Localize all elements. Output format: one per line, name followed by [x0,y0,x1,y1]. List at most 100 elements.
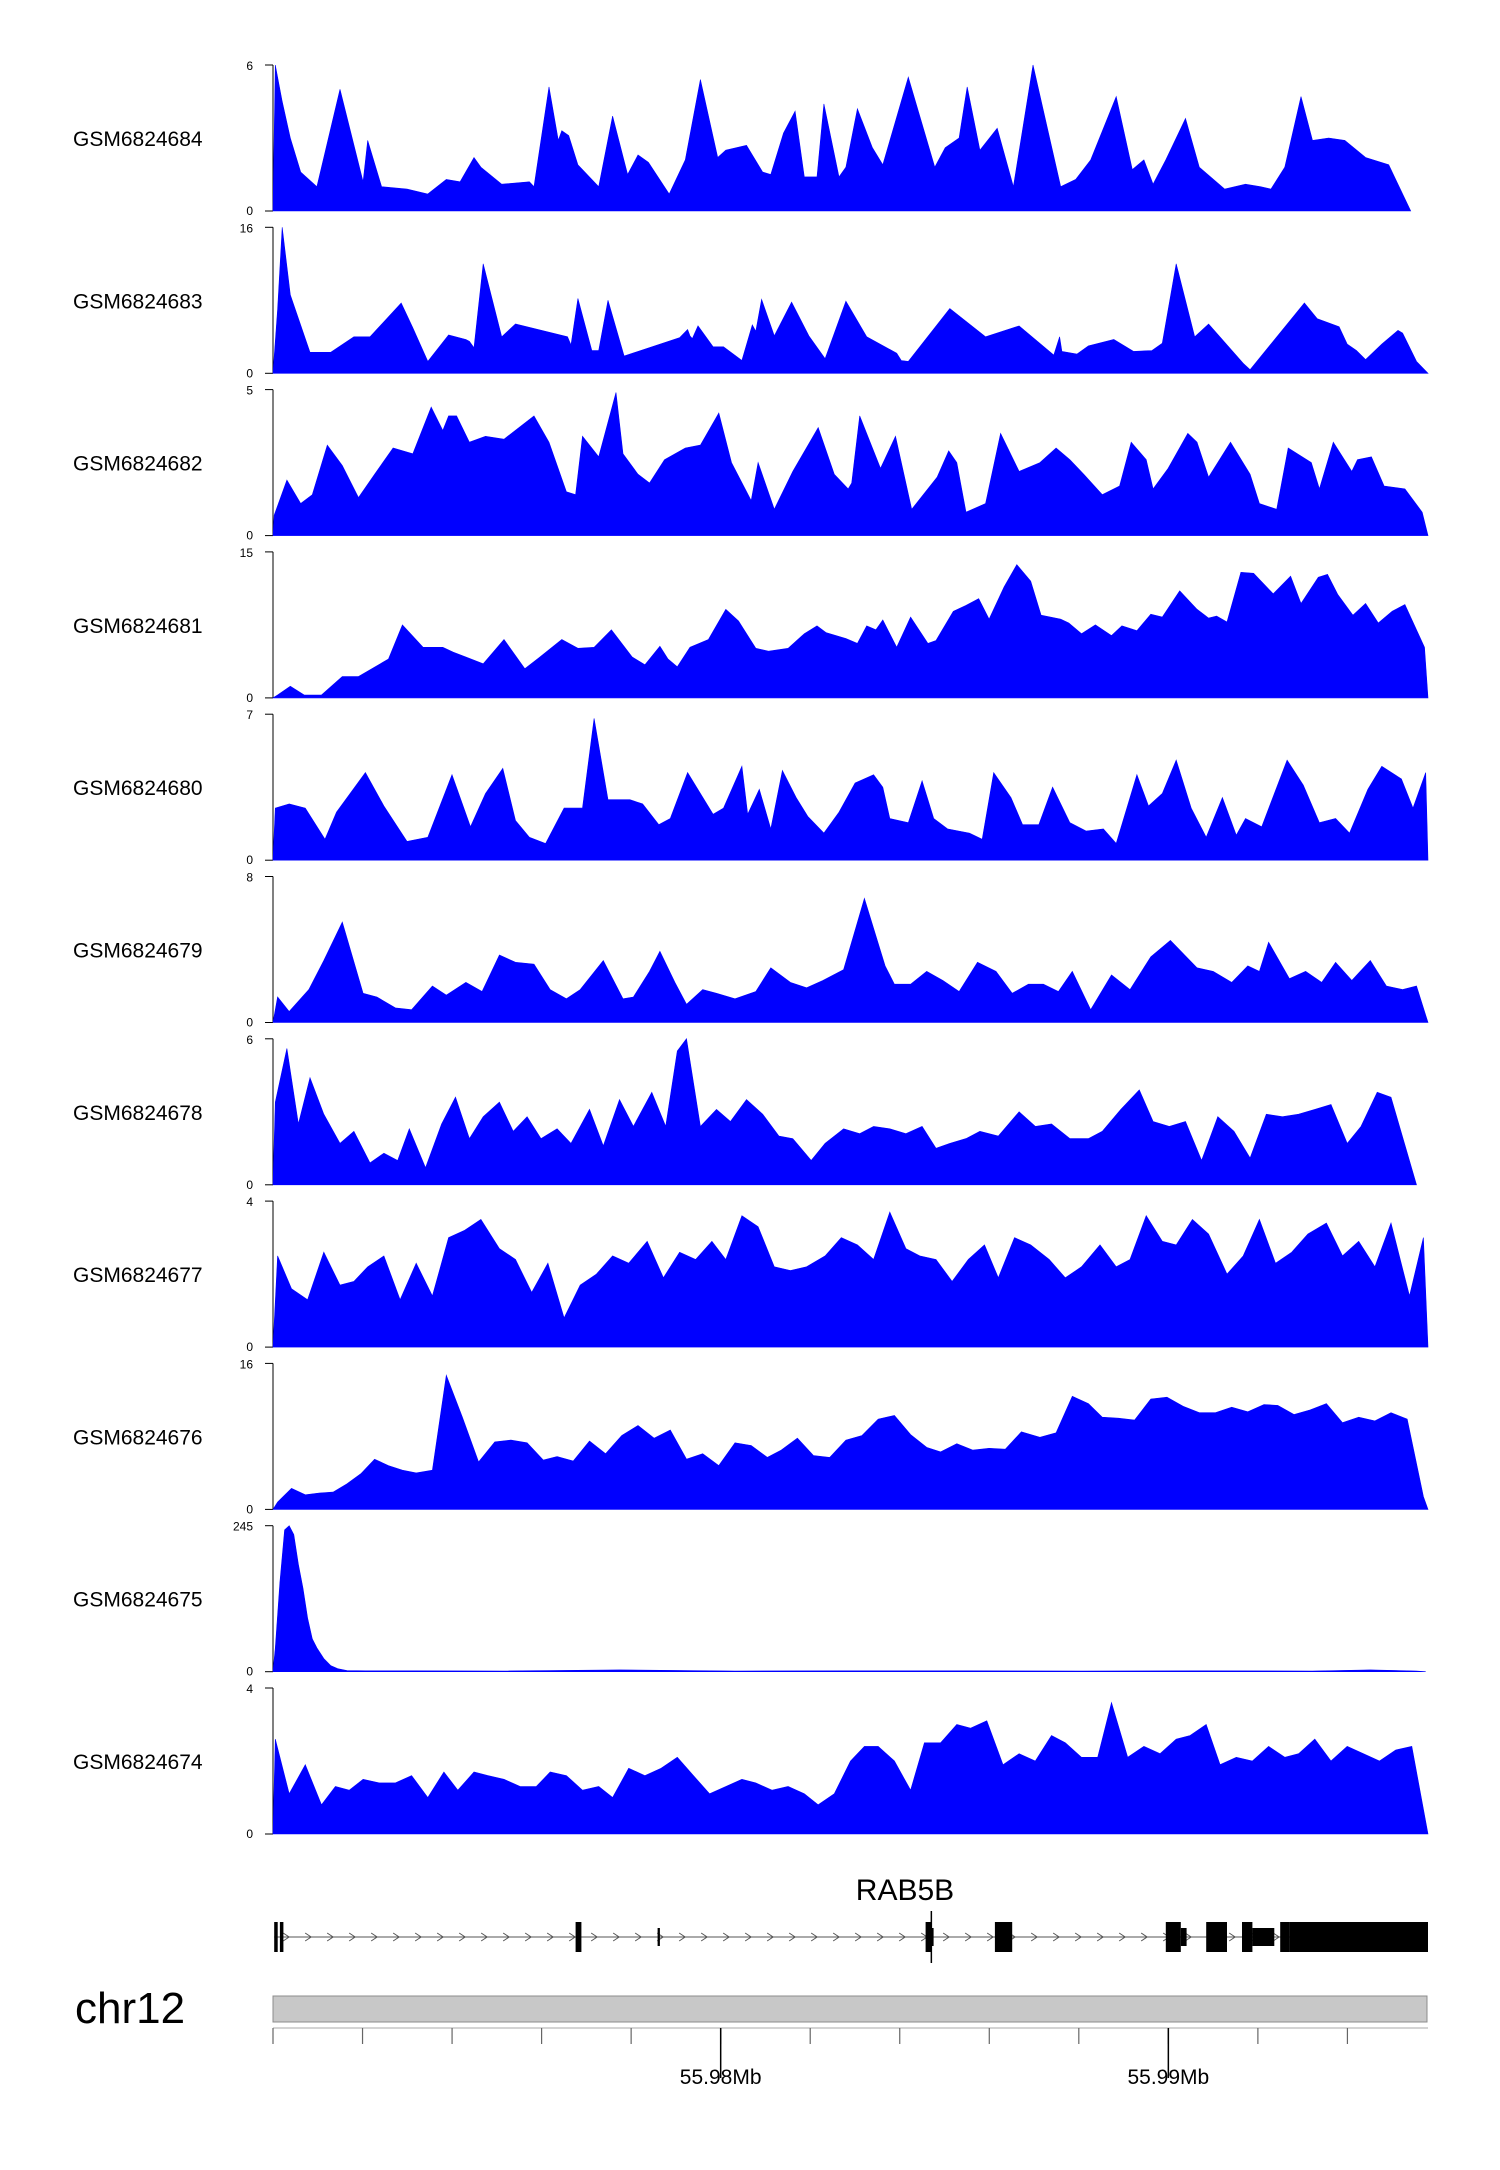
coverage-tracks: GSM682468460GSM6824683160GSM682468250GSM… [73,59,1429,1841]
coverage-area [272,1525,1426,1672]
strand-arrow [612,1932,621,1942]
y-min-label: 0 [246,1340,253,1354]
strand-arrow [766,1932,775,1942]
track-label: GSM6824675 [73,1589,203,1612]
gene-exon [575,1922,582,1952]
y-max-label: 5 [246,384,253,398]
strand-arrow [722,1932,731,1942]
track-label: GSM6824681 [73,615,203,638]
strand-arrow [744,1932,753,1942]
y-min-label: 0 [246,853,253,867]
y-max-label: 4 [246,1195,253,1209]
track-label: GSM6824680 [73,777,203,800]
y-max-label: 4 [246,1682,253,1696]
track-label: GSM6824676 [73,1426,203,1449]
y-max-label: 6 [246,59,253,73]
gene-exon [1242,1922,1253,1952]
y-min-label: 0 [246,366,253,380]
strand-arrow [634,1932,643,1942]
axis-tick-label: 55.99Mb [1127,2066,1209,2089]
strand-arrow [788,1932,797,1942]
track-GSM6824678: GSM6824678 6 0 [73,1033,1417,1192]
track-label: GSM6824682 [73,453,203,476]
coverage-area [272,392,1429,536]
gene-exon [279,1922,284,1952]
track-GSM6824679: GSM6824679 8 0 [73,871,1429,1030]
gene-track: RAB5B [274,1874,1428,1963]
track-label: GSM6824674 [73,1751,203,1774]
strand-arrow [832,1932,841,1942]
track-GSM6824682: GSM6824682 5 0 [73,384,1429,543]
coverage-area [272,1701,1429,1835]
gene-label: RAB5B [856,1874,954,1907]
gene-exon [274,1922,278,1952]
strand-arrow [810,1932,819,1942]
track-label: GSM6824684 [73,128,203,151]
genomic-axis: 55.98Mb 55.99Mb [272,2027,1428,2089]
strand-arrow [964,1932,973,1942]
y-min-label: 0 [246,1016,253,1030]
track-label: GSM6824678 [73,1102,203,1125]
strand-arrow [854,1932,863,1942]
gene-exon [1289,1922,1428,1952]
gene-exon [1206,1922,1227,1952]
coverage-area [272,227,1429,374]
y-max-label: 15 [240,546,254,560]
gene-exon [1180,1928,1187,1946]
track-label: GSM6824677 [73,1264,203,1287]
y-max-label: 8 [246,871,253,885]
strand-arrow [458,1932,467,1942]
strand-arrow [392,1932,401,1942]
strand-arrow [348,1932,357,1942]
track-GSM6824676: GSM6824676 16 0 [73,1357,1429,1516]
gene-exon [931,1928,934,1946]
y-max-label: 16 [240,221,254,235]
strand-arrow [1074,1932,1083,1942]
strand-arrow [524,1932,533,1942]
strand-arrow [480,1932,489,1942]
track-GSM6824681: GSM6824681 15 0 [73,546,1429,705]
chromosome-ideogram: chr12 [75,1984,1428,2033]
strand-arrow [898,1932,907,1942]
y-min-label: 0 [246,1827,253,1841]
strand-arrow [1096,1932,1105,1942]
strand-arrow [1030,1932,1039,1942]
strand-arrow [1052,1932,1061,1942]
strand-arrow [304,1932,313,1942]
y-min-label: 0 [246,204,253,218]
coverage-area [272,897,1429,1023]
track-GSM6824683: GSM6824683 16 0 [73,221,1429,380]
y-max-label: 16 [240,1357,254,1371]
track-GSM6824680: GSM6824680 7 0 [73,708,1429,867]
y-min-label: 0 [246,529,253,543]
strand-arrow [282,1932,291,1942]
y-min-label: 0 [246,1178,253,1192]
coverage-area [272,1038,1417,1186]
strand-arrow [414,1932,423,1942]
strand-arrow [546,1932,555,1942]
strand-arrow [436,1932,445,1942]
strand-arrow [986,1932,995,1942]
gene-exon [657,1928,660,1946]
track-GSM6824684: GSM6824684 6 0 [73,59,1412,218]
y-min-label: 0 [246,1502,253,1516]
y-min-label: 0 [246,1665,253,1679]
strand-arrow [326,1932,335,1942]
chromosome-label: chr12 [75,1984,185,2033]
strand-arrow [1140,1932,1149,1942]
track-label: GSM6824683 [73,290,203,313]
gene-exon [1252,1928,1275,1946]
strand-arrow [942,1932,951,1942]
coverage-area [272,718,1429,861]
strand-arrow [1184,1932,1193,1942]
coverage-area [272,64,1412,212]
track-GSM6824674: GSM6824674 4 0 [73,1682,1429,1841]
coverage-area [272,1374,1429,1510]
gene-exon [1280,1922,1290,1952]
strand-arrow [1118,1932,1127,1942]
y-max-label: 6 [246,1033,253,1047]
coverage-area [271,564,1429,699]
coverage-area [272,1211,1429,1348]
track-GSM6824677: GSM6824677 4 0 [73,1195,1429,1354]
